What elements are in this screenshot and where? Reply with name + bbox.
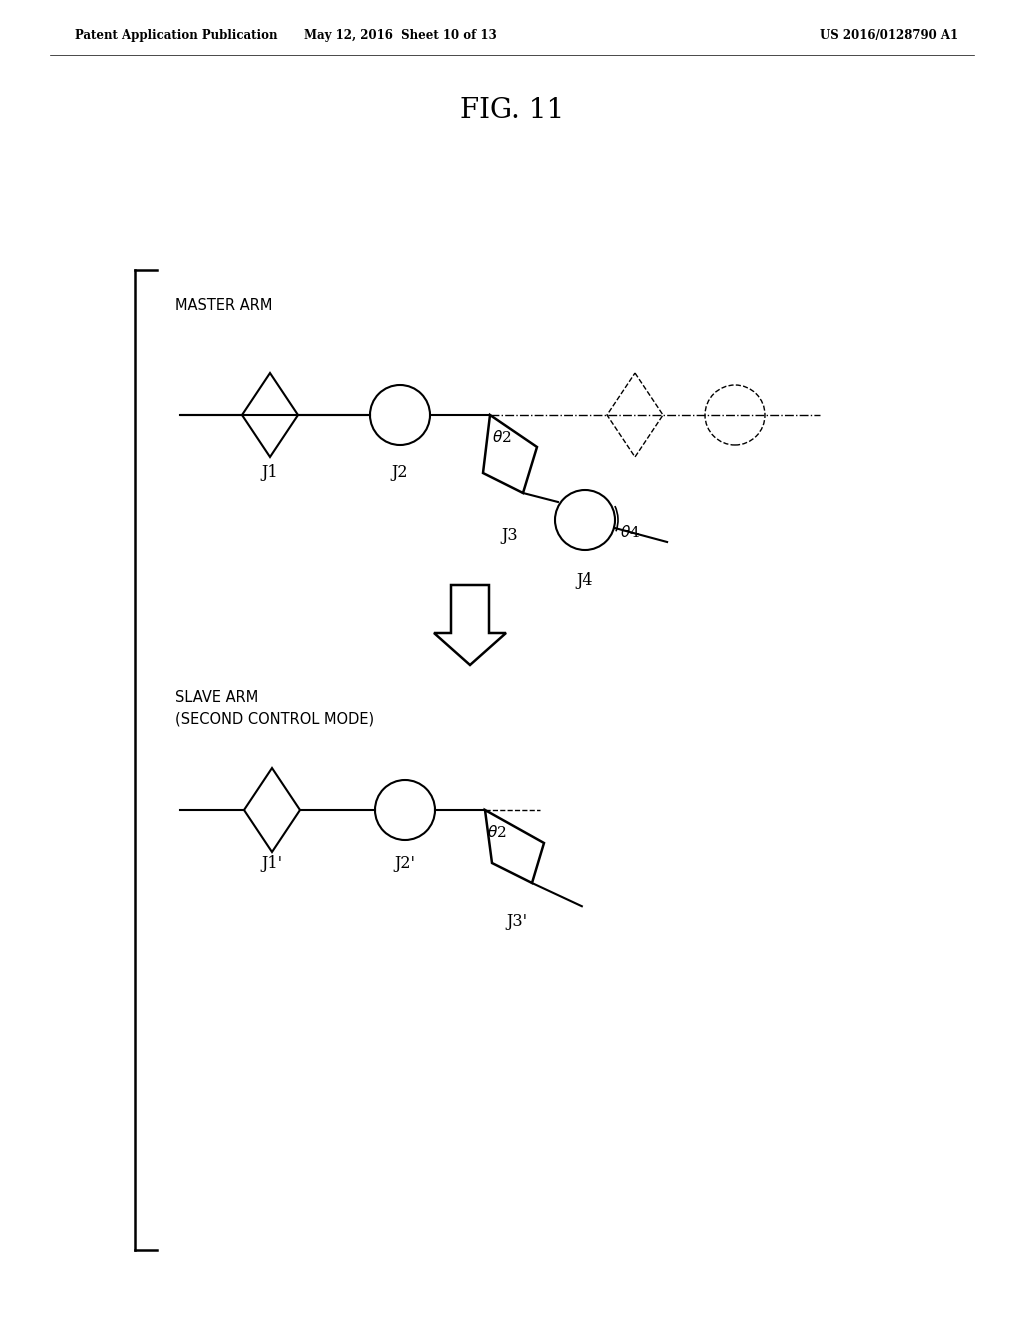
Text: J3': J3': [507, 913, 527, 931]
Text: J1: J1: [262, 465, 279, 480]
Text: $\theta$2: $\theta$2: [492, 429, 512, 445]
Text: J4: J4: [577, 572, 593, 589]
Text: Patent Application Publication: Patent Application Publication: [75, 29, 278, 41]
Text: J2': J2': [394, 855, 416, 873]
Text: $\theta$4: $\theta$4: [620, 524, 640, 540]
Text: SLAVE ARM
(SECOND CONTROL MODE): SLAVE ARM (SECOND CONTROL MODE): [175, 690, 374, 726]
Text: J3: J3: [502, 527, 518, 544]
Text: May 12, 2016  Sheet 10 of 13: May 12, 2016 Sheet 10 of 13: [304, 29, 497, 41]
Text: MASTER ARM: MASTER ARM: [175, 297, 272, 313]
Text: $\theta$2: $\theta$2: [487, 824, 507, 840]
Text: US 2016/0128790 A1: US 2016/0128790 A1: [820, 29, 958, 41]
Text: FIG. 11: FIG. 11: [460, 96, 564, 124]
Text: J1': J1': [261, 855, 283, 873]
Text: J2: J2: [392, 465, 409, 480]
